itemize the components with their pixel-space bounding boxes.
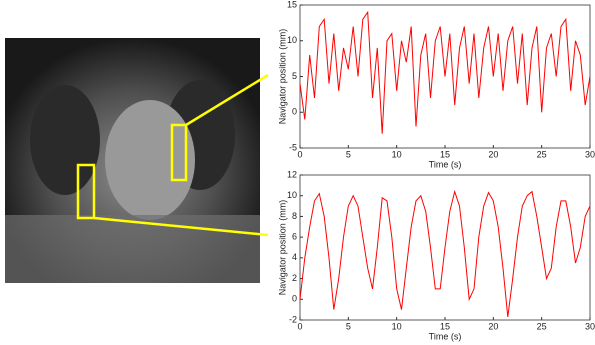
x-tick-label: 0 [297, 149, 302, 159]
x-tick-label: 25 [537, 321, 547, 331]
y-tick-label: 6 [292, 232, 297, 242]
x-axis-label: Time (s) [429, 159, 462, 169]
data-line [300, 12, 590, 134]
y-tick-label: 2 [292, 273, 297, 283]
x-tick-label: 10 [392, 321, 402, 331]
x-tick-label: 5 [346, 321, 351, 331]
mri-image [5, 38, 260, 283]
x-tick-label: 0 [297, 321, 302, 331]
x-tick-label: 25 [537, 149, 547, 159]
y-tick-label: 0 [292, 107, 297, 117]
figure: -5051015051015202530Time (s)Navigator po… [0, 0, 595, 345]
x-axis-label: Time (s) [429, 331, 462, 341]
x-tick-label: 15 [440, 321, 450, 331]
y-tick-label: 0 [292, 294, 297, 304]
y-tick-label: 15 [287, 0, 297, 9]
x-tick-label: 20 [488, 149, 498, 159]
y-tick-label: -2 [289, 314, 297, 324]
y-axis-label: Navigator position (mm) [277, 29, 287, 125]
data-line [300, 192, 590, 317]
x-tick-label: 20 [488, 321, 498, 331]
y-tick-label: 10 [287, 35, 297, 45]
x-tick-label: 30 [585, 321, 595, 331]
y-tick-label: 12 [287, 169, 297, 179]
y-tick-label: 5 [292, 71, 297, 81]
x-tick-label: 30 [585, 149, 595, 159]
y-tick-label: 8 [292, 211, 297, 221]
y-tick-label: -5 [289, 142, 297, 152]
x-tick-label: 15 [440, 149, 450, 159]
x-tick-label: 5 [346, 149, 351, 159]
y-tick-label: 10 [287, 190, 297, 200]
y-axis-label: Navigator position (mm) [277, 200, 287, 296]
x-tick-label: 10 [392, 149, 402, 159]
y-tick-label: 4 [292, 252, 297, 262]
